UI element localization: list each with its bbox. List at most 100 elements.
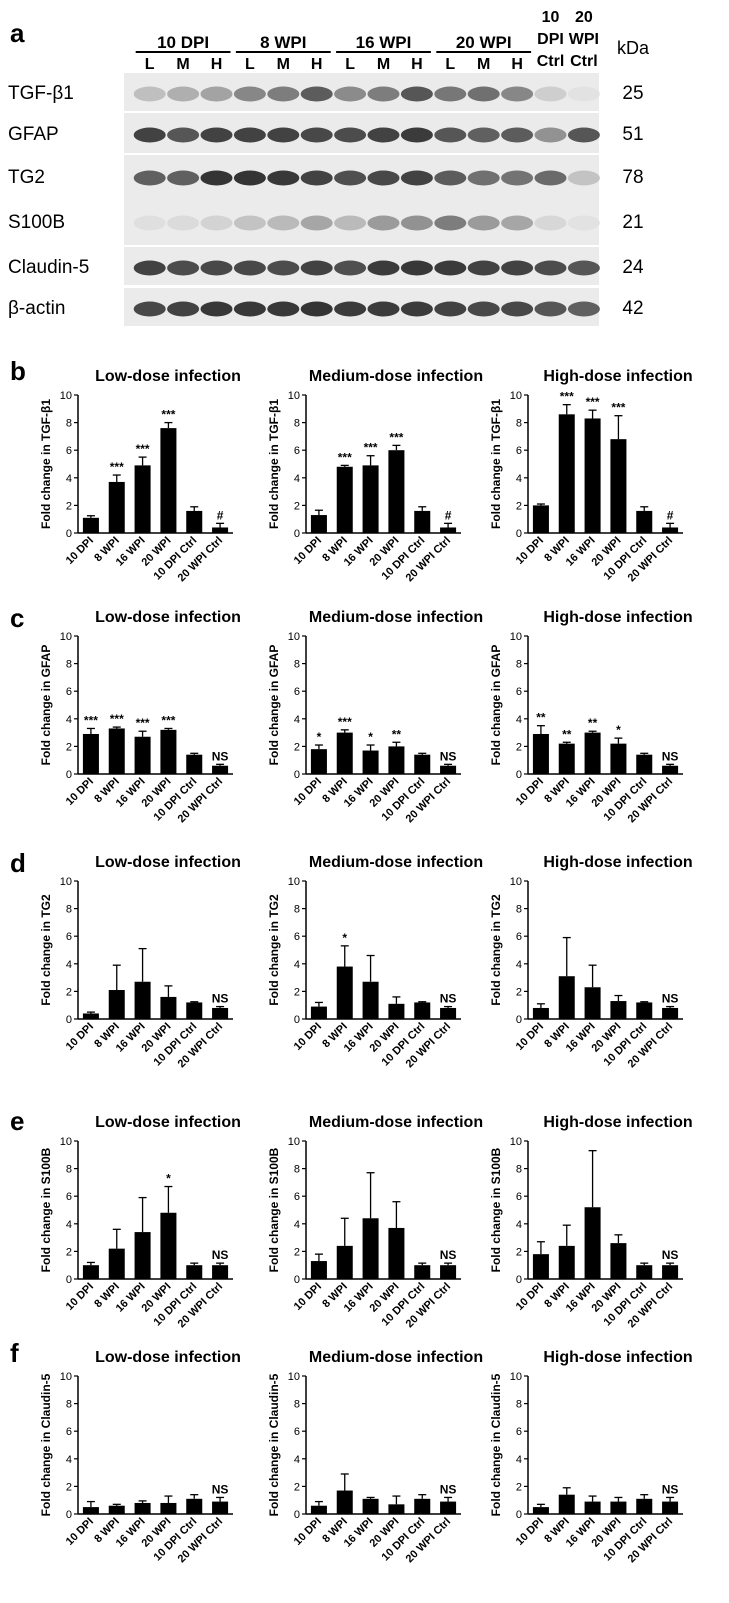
y-tick-label: 8 [294,904,300,916]
y-axis-label: Fold change in S100B [489,1147,503,1272]
bar [160,729,177,774]
y-tick-label: 0 [294,1014,300,1026]
blot-band [367,215,400,231]
bar [388,746,405,774]
bar-chart: c Low-dose infection 0 2 4 6 8 10 Fold change in… [10,603,241,825]
y-tick-label: 10 [60,1371,72,1383]
protein-label: β-actin [8,298,65,319]
chart-title: Medium-dose infection [309,368,483,385]
blot-group-label: 20 WPI [456,33,512,52]
y-tick-label: 2 [66,1481,72,1493]
blot-band [133,301,166,317]
y-tick-label: 6 [66,686,72,698]
ctrl-column-label: Ctrl [537,53,565,70]
bar [212,1007,229,1019]
y-tick-label: 0 [294,1274,300,1286]
blot-band [434,301,467,317]
bar [532,1007,549,1019]
bar [212,527,229,533]
bar [108,990,125,1019]
y-tick-label: 6 [516,931,522,943]
y-tick-label: 4 [516,1219,522,1231]
ctrl-column-label: DPI [537,31,564,48]
bar-chart: Medium-dose infection 0 2 4 6 8 10 Fold change … [267,609,483,825]
chart-title: High-dose infection [543,609,692,626]
blot-group-label: 8 WPI [260,33,306,52]
blot-band [267,170,300,186]
y-tick-label: 10 [510,876,522,888]
significance-label: NS [440,749,457,763]
bar [160,1502,177,1514]
blot-band [200,127,233,143]
significance-label: NS [440,1248,457,1262]
bar-chart: High-dose infection 0 2 4 6 8 10 Fold change in… [489,609,693,825]
significance-label: NS [662,1482,679,1496]
significance-label: *** [586,395,600,409]
blot-band [467,170,500,186]
y-tick-label: 0 [66,528,72,540]
bar [414,754,431,774]
y-tick-label: 0 [516,1509,522,1521]
blot-band [400,301,433,317]
blot-band [334,127,367,143]
y-axis-label: Fold change in Claudin-5 [39,1373,53,1516]
blot-band [133,215,166,231]
significance-label: *** [161,713,175,727]
blot-band [534,170,567,186]
bar-chart: f Low-dose infection 0 2 4 6 8 10 Fold change in… [10,1338,241,1565]
bar [336,1490,353,1514]
bar [558,1494,575,1514]
bar [662,1501,679,1514]
blot-band [133,86,166,102]
blot-band [200,86,233,102]
panel-label: f [10,1338,19,1368]
panel-label: b [10,356,26,386]
significance-label: ** [392,727,402,741]
blot-band [334,260,367,276]
bar [82,517,99,533]
panel-label: c [10,603,24,633]
blot-band [233,215,266,231]
dose-label: H [311,56,323,73]
y-tick-label: 10 [510,1371,522,1383]
y-tick-label: 6 [66,1191,72,1203]
protein-label: GFAP [8,124,59,145]
blot-band [200,215,233,231]
y-tick-label: 2 [516,986,522,998]
y-tick-label: 4 [294,473,300,485]
y-tick-label: 2 [294,986,300,998]
bar [186,1498,203,1514]
bar [414,1498,431,1514]
y-tick-label: 2 [294,741,300,753]
y-axis-label: Fold change in Claudin-5 [489,1373,503,1516]
blot-band [167,260,200,276]
blot-band [300,170,333,186]
blot-band [367,260,400,276]
bar-chart: High-dose infection 0 2 4 6 8 10 Fold change in… [489,1114,693,1330]
y-tick-label: 2 [516,500,522,512]
bar-chart: Medium-dose infection 0 2 4 6 8 10 Fold change … [267,854,483,1070]
blot-band [133,170,166,186]
chart-title: Medium-dose infection [309,854,483,871]
significance-label: # [445,508,452,522]
dose-label: L [445,56,455,73]
y-axis-label: Fold change in TG2 [489,894,503,1006]
bar [362,1498,379,1514]
blot-band [300,215,333,231]
y-tick-label: 2 [66,1246,72,1258]
bar [532,505,549,533]
blot-band [567,260,600,276]
blot-band [300,260,333,276]
y-tick-label: 2 [294,1246,300,1258]
bar [362,1218,379,1279]
bar [584,418,601,533]
y-tick-label: 8 [66,418,72,430]
ctrl-column-label: Ctrl [570,53,598,70]
bar [610,1501,627,1514]
y-tick-label: 8 [66,904,72,916]
y-tick-label: 4 [66,473,72,485]
blot-band [534,215,567,231]
blot-band [467,301,500,317]
significance-label: * [616,723,621,737]
